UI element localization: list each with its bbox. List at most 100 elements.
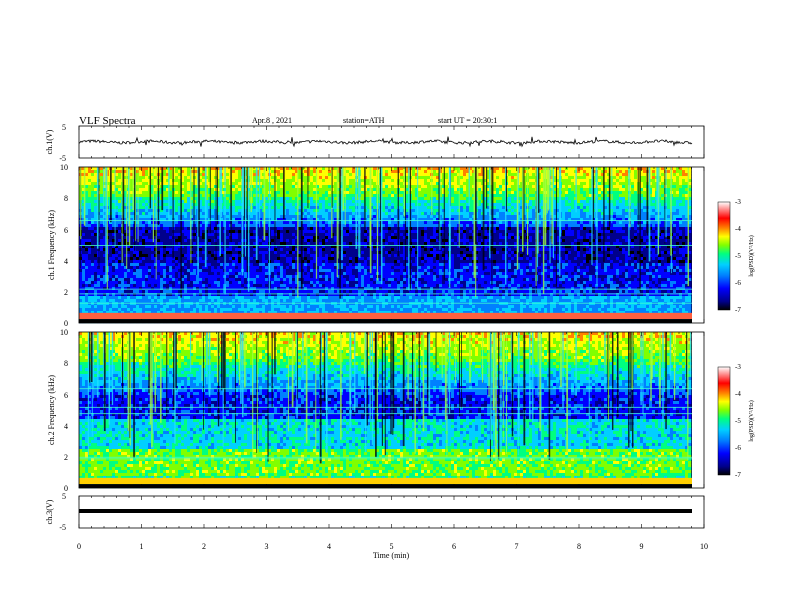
spectrogram-cell bbox=[328, 203, 332, 207]
spectrogram-cell bbox=[373, 233, 377, 237]
spectrogram-cell bbox=[499, 215, 503, 219]
spectrogram-cell bbox=[130, 176, 134, 180]
spectrogram-cell bbox=[511, 236, 515, 240]
spectrogram-cell bbox=[316, 236, 320, 240]
spectrogram-cell bbox=[562, 182, 566, 186]
spectrogram-cell bbox=[253, 221, 257, 225]
spectrogram-cell bbox=[613, 203, 617, 207]
spectrogram-cell bbox=[514, 194, 518, 198]
spectrogram-cell bbox=[619, 212, 623, 216]
spectrogram-cell bbox=[580, 236, 584, 240]
spectrogram-cell bbox=[145, 197, 149, 201]
spectrogram-cell bbox=[328, 185, 332, 189]
spectrogram-cell bbox=[193, 236, 197, 240]
spectrogram-cell bbox=[142, 188, 146, 192]
spectrogram-cell bbox=[445, 209, 449, 213]
spectrogram-cell bbox=[625, 212, 629, 216]
spectrogram-cell bbox=[556, 176, 560, 180]
spectrogram-cell bbox=[646, 236, 650, 240]
spectrogram-cell bbox=[274, 206, 278, 210]
spectrogram-cell bbox=[169, 200, 173, 204]
spectrogram-cell bbox=[658, 230, 662, 234]
spectrogram-cell bbox=[628, 227, 632, 231]
spectrogram-cell bbox=[601, 194, 605, 198]
spectrogram-cell bbox=[178, 173, 182, 177]
spectrogram-cell bbox=[283, 233, 287, 237]
spectrogram-cell bbox=[205, 170, 209, 174]
spectrogram-cell bbox=[100, 197, 104, 201]
spectrogram-cell bbox=[361, 176, 365, 180]
spectrogram-cell bbox=[184, 188, 188, 192]
spectrogram-cell bbox=[169, 167, 173, 171]
spectrogram-cell bbox=[685, 206, 689, 210]
spectrogram-cell bbox=[322, 179, 326, 183]
spectrogram-cell bbox=[418, 197, 422, 201]
spectrogram-cell bbox=[466, 203, 470, 207]
spectrogram-cell bbox=[400, 206, 404, 210]
spectrogram-cell bbox=[169, 230, 173, 234]
spectrogram-cell bbox=[283, 218, 287, 222]
spectrogram-cell bbox=[265, 185, 269, 189]
spectrogram-cell bbox=[406, 188, 410, 192]
spectrogram-cell bbox=[391, 173, 395, 177]
spectrogram-cell bbox=[649, 224, 653, 228]
spectrogram-cell bbox=[574, 221, 578, 225]
spectrogram-cell bbox=[421, 197, 425, 201]
spectrogram-cell bbox=[166, 206, 170, 210]
spectrogram-cell bbox=[298, 182, 302, 186]
spectrogram-cell bbox=[316, 218, 320, 222]
spectrogram-cell bbox=[400, 224, 404, 228]
spectrogram-cell bbox=[676, 200, 680, 204]
spectrogram-cell bbox=[556, 233, 560, 237]
spectrogram-cell bbox=[661, 182, 665, 186]
spectrogram-cell bbox=[460, 215, 464, 219]
spectrogram-cell bbox=[175, 167, 179, 171]
spectrogram-cell bbox=[469, 200, 473, 204]
spectrogram-cell bbox=[85, 206, 89, 210]
spectrogram-cell bbox=[193, 176, 197, 180]
spectrogram-cell bbox=[280, 176, 284, 180]
spectrogram-cell bbox=[331, 209, 335, 213]
spectrogram-cell bbox=[85, 191, 89, 195]
spectrogram-cell bbox=[160, 218, 164, 222]
spectrogram-cell bbox=[199, 176, 203, 180]
spectrogram-cell bbox=[373, 194, 377, 198]
spectrogram-cell bbox=[631, 209, 635, 213]
spectrogram-cell bbox=[400, 200, 404, 204]
spectrogram-cell bbox=[688, 230, 692, 234]
spectrogram-cell bbox=[178, 212, 182, 216]
spectrogram-cell bbox=[292, 224, 296, 228]
spectrogram-cell bbox=[328, 227, 332, 231]
spectrogram-cell bbox=[421, 206, 425, 210]
spectrogram-cell bbox=[250, 215, 254, 219]
spectrogram-cell bbox=[256, 188, 260, 192]
spectrogram-cell bbox=[649, 230, 653, 234]
spectrogram-cell bbox=[523, 206, 527, 210]
spectrogram-cell bbox=[304, 236, 308, 240]
spectrogram-cell bbox=[103, 206, 107, 210]
spectrogram-cell bbox=[169, 233, 173, 237]
spectrogram-cell bbox=[142, 194, 146, 198]
spectrogram-cell bbox=[679, 197, 683, 201]
spectrogram-cell bbox=[322, 224, 326, 228]
spectrogram-cell bbox=[202, 179, 206, 183]
spectrogram-cell bbox=[625, 230, 629, 234]
ch1-ytick-top: 5 bbox=[62, 123, 66, 132]
spectrogram-cell bbox=[451, 212, 455, 216]
spectrogram-cell bbox=[226, 224, 230, 228]
spectrogram-cell bbox=[424, 173, 428, 177]
spectrogram-cell bbox=[385, 221, 389, 225]
spectrogram-cell bbox=[400, 227, 404, 231]
spectrogram-cell bbox=[364, 167, 368, 171]
spectrogram-cell bbox=[676, 182, 680, 186]
spectrogram-cell bbox=[334, 185, 338, 189]
spectrogram-cell bbox=[361, 212, 365, 216]
spectrogram-cell bbox=[463, 188, 467, 192]
spectrogram-cell bbox=[556, 218, 560, 222]
spectrogram-cell bbox=[616, 218, 620, 222]
spectrogram-cell bbox=[520, 230, 524, 234]
spectrogram-cell bbox=[436, 206, 440, 210]
spectrogram-cell bbox=[565, 188, 569, 192]
spectrogram-cell bbox=[193, 233, 197, 237]
spectrogram-cell bbox=[367, 170, 371, 174]
